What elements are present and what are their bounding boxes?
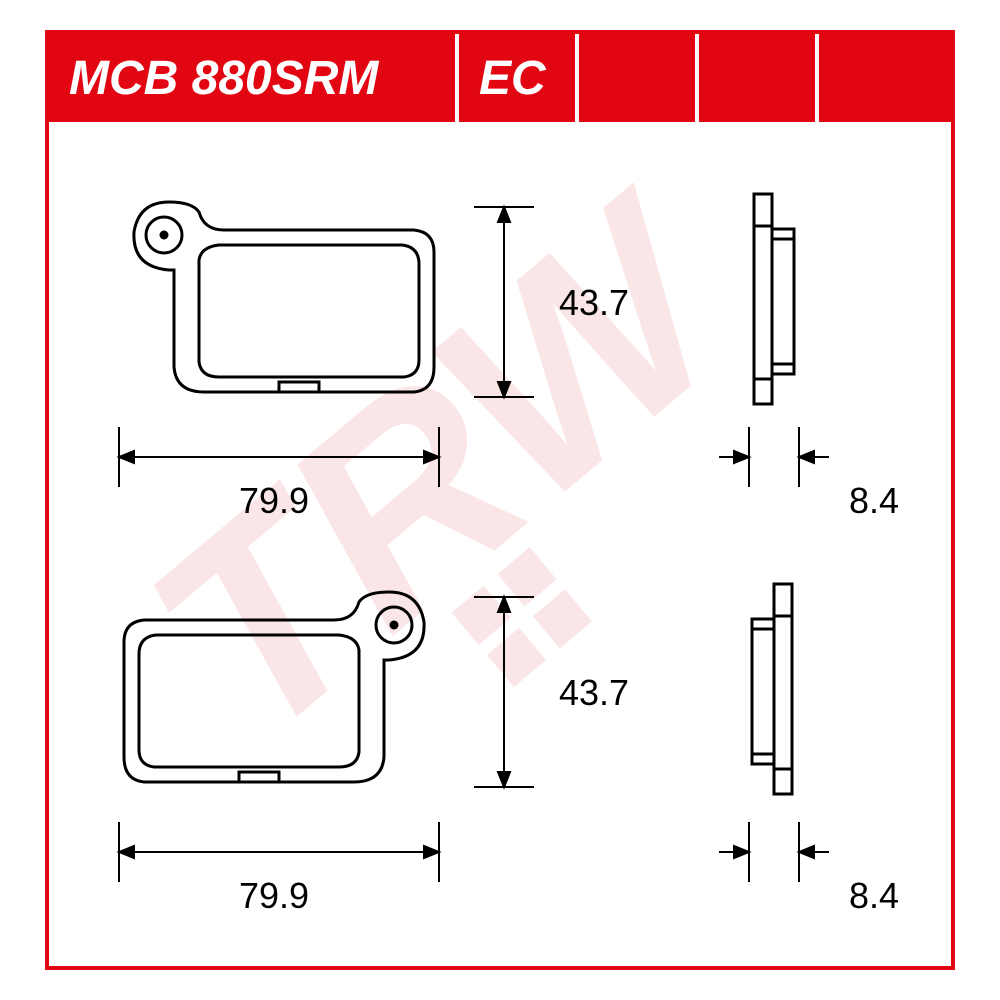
header-part-number: MCB 880SRM [49,34,459,122]
pad-top-front [104,192,454,422]
pad-top-side [729,184,819,424]
dim-top-thickness [699,422,839,492]
dim-top-width-label: 79.9 [239,480,309,522]
dim-bottom-height [464,582,544,812]
diagram-frame: MCB 880SRM EC TRW [45,30,955,970]
dim-bottom-thickness-label: 8.4 [849,875,899,917]
diagram-area: TRW [49,122,951,966]
dim-bottom-thickness [699,817,839,887]
header-code: EC [459,34,579,122]
pad-bottom-front [104,582,454,812]
dim-top-height-label: 43.7 [559,282,629,324]
dim-top-thickness-label: 8.4 [849,480,899,522]
pad-bottom-side [729,574,819,814]
dim-bottom-width-label: 79.9 [239,875,309,917]
header-empty-1 [579,34,699,122]
dim-bottom-height-label: 43.7 [559,672,629,714]
header-empty-2 [699,34,819,122]
header-row: MCB 880SRM EC [49,34,951,122]
header-empty-3 [819,34,951,122]
dim-top-height [464,192,544,422]
